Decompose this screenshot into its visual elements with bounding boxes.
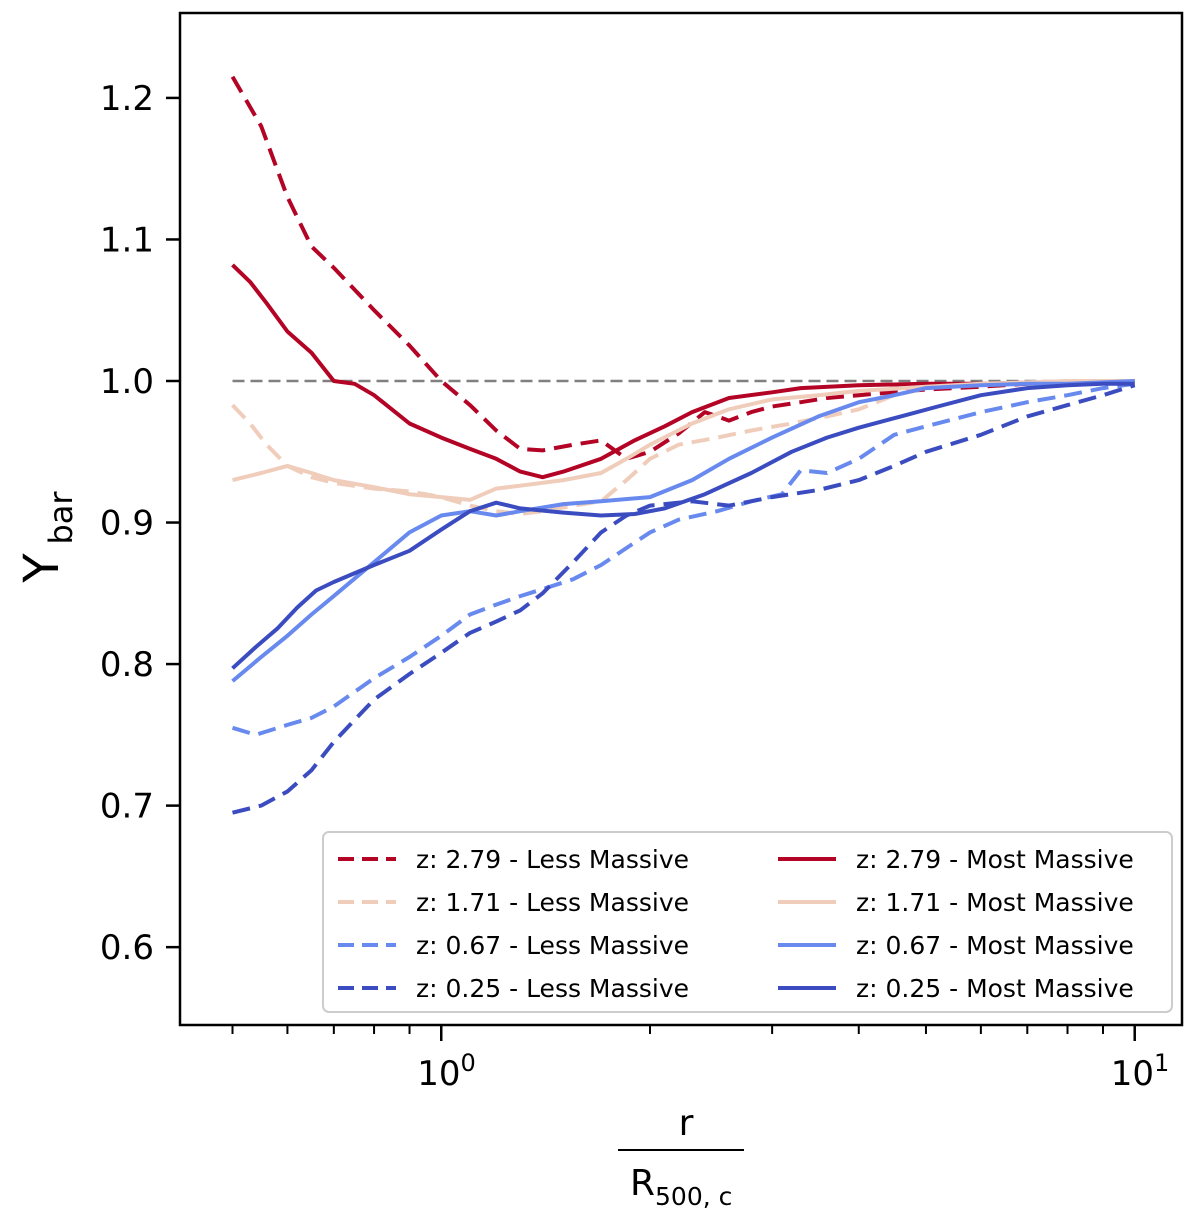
y-axis-title-base: Y: [14, 553, 70, 584]
y-axis-title: Y bar: [14, 491, 80, 584]
y-tick-label: 0.8: [100, 645, 154, 685]
series-line-4: [232, 383, 1136, 815]
legend-label: z: 0.67 - Most Massive: [856, 931, 1134, 960]
y-tick-label: 0.6: [100, 928, 154, 968]
y-axis-title-subscript: bar: [42, 491, 80, 545]
legend-label: z: 0.25 - Less Massive: [416, 974, 689, 1003]
series-line-2: [231, 379, 1135, 516]
legend-label: z: 1.71 - Most Massive: [856, 888, 1134, 917]
x-axis-title-numerator: r: [679, 1103, 694, 1144]
plot-area: [178, 11, 1184, 1027]
x-tick-label: 100: [417, 1049, 476, 1094]
legend: z: 2.79 - Less Massive z: 1.71 - Less Mas…: [322, 831, 1173, 1013]
y-axis: 0.6 0.7 0.8 0.9 1.0 1.1 1.2: [100, 79, 180, 968]
x-axis-title-denominator-base: R: [630, 1163, 655, 1204]
axes-frame: [178, 11, 1184, 1027]
y-tick-label: 1.2: [100, 79, 154, 119]
legend-label: z: 2.79 - Most Massive: [856, 845, 1134, 874]
x-axis-title: r R500, c: [618, 1103, 744, 1208]
legend-box: [322, 831, 1173, 1013]
x-axis: 100 101: [231, 1025, 1170, 1094]
series-line-3: [231, 381, 1135, 737]
x-tick-label: 101: [1111, 1049, 1170, 1094]
x-axis-title-denominator: R500, c: [630, 1163, 732, 1208]
series-line-7: [231, 379, 1135, 683]
y-tick-label: 1.0: [100, 362, 154, 402]
y-tick-label: 0.9: [100, 504, 154, 544]
series-line-5: [231, 263, 1135, 480]
series-line-8: [231, 381, 1135, 670]
series-layer: [230, 75, 1136, 815]
legend-label: z: 0.25 - Most Massive: [856, 974, 1134, 1003]
series-line-1: [230, 75, 1135, 461]
x-axis-title-denominator-subscript: 500, c: [655, 1182, 732, 1208]
legend-label: z: 1.71 - Less Massive: [416, 888, 689, 917]
legend-label: z: 0.67 - Less Massive: [416, 931, 689, 960]
legend-label: z: 2.79 - Less Massive: [416, 845, 689, 874]
y-tick-label: 1.1: [100, 220, 154, 260]
y-tick-label: 0.7: [100, 787, 154, 827]
